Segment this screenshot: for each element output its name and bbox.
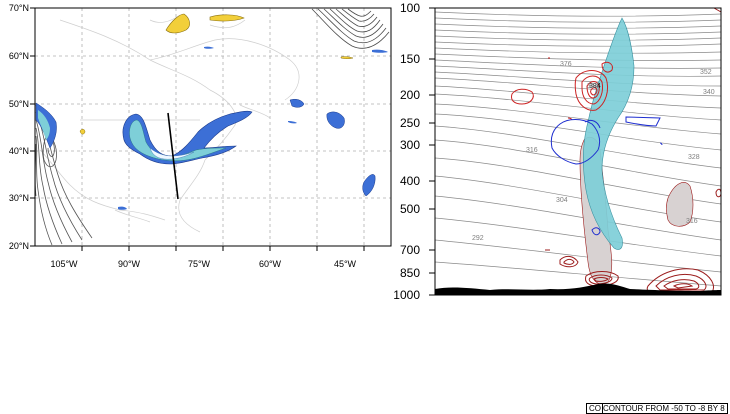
pv-small-3: [288, 121, 297, 124]
lon-label: 90°W: [118, 259, 141, 269]
isentrope-label: 316: [686, 218, 698, 225]
pv-streamer-inner: [129, 119, 227, 161]
yellow-feature-2: [209, 14, 245, 22]
lon-label: 75°W: [188, 259, 211, 269]
cross-section-panel: 384 376 364: [393, 1, 722, 302]
isentrope-label: 364: [587, 83, 599, 90]
pv-streamer-main: [122, 110, 253, 165]
isentropes: [434, 11, 722, 287]
lat-label: 20°N: [9, 241, 29, 251]
pressure-label: 500: [400, 202, 420, 216]
map-yellow-features: [79, 13, 354, 135]
isentrope-label: 328: [688, 154, 700, 161]
contour-info-prefix: CO: [589, 404, 603, 413]
red-contour-label: 384: [589, 83, 601, 90]
pv-west-coast-inner: [38, 110, 50, 140]
pressure-label: 250: [400, 116, 420, 130]
blue-contours: [550, 116, 663, 236]
gray-region-2: [666, 182, 694, 227]
lat-label: 70°N: [9, 3, 29, 13]
lon-label: 45°W: [334, 259, 357, 269]
lon-label: 105°W: [50, 259, 78, 269]
isentrope-label: 316: [526, 147, 538, 154]
lat-label: 30°N: [9, 193, 29, 203]
yellow-feature-1: [165, 13, 190, 34]
yellow-feature-4: [79, 128, 86, 135]
pressure-label: 150: [400, 52, 420, 66]
lon-labels: 105°W 90°W 75°W 60°W 45°W: [50, 259, 356, 269]
pv-small-2: [118, 206, 127, 210]
teal-pv-tongue: [582, 17, 635, 250]
contour-info-text: CONTOUR FROM -50 TO -8 BY 8: [603, 404, 725, 413]
pressure-label: 100: [400, 1, 420, 15]
map-panel: 70°N 60°N 50°N 40°N 30°N 20°N 105°W 90°W…: [9, 3, 392, 269]
pressure-label: 700: [400, 243, 420, 257]
pressure-label: 300: [400, 138, 420, 152]
pressure-label: 200: [400, 88, 420, 102]
isentrope-label: 292: [472, 235, 484, 242]
map-pv-features: [35, 46, 388, 210]
contour-info-label: CO CONTOUR FROM -50 TO -8 BY 8: [586, 403, 728, 414]
lon-label: 60°W: [259, 259, 282, 269]
lat-label: 60°N: [9, 51, 29, 61]
pv-streamer-core: [149, 147, 195, 160]
pressure-labels: 100 150 200 250 300 400 500 700 850 1000: [393, 1, 420, 302]
map-ticks: [30, 7, 365, 251]
map-frame: [34, 7, 392, 247]
terrain-fill: [435, 283, 721, 295]
pressure-label: 1000: [393, 288, 420, 302]
pressure-label: 400: [400, 174, 420, 188]
yellow-feature-3: [340, 56, 354, 59]
isentrope-label: 376: [560, 61, 572, 68]
pv-atlantic-1: [289, 98, 305, 108]
pressure-ticks: [429, 7, 435, 296]
lat-label: 40°N: [9, 146, 29, 156]
isentrope-label: 340: [703, 89, 715, 96]
cross-section-line: [167, 112, 179, 200]
greenland-contours: [311, 8, 390, 49]
lat-labels: 70°N 60°N 50°N 40°N 30°N 20°N: [9, 3, 29, 251]
isentrope-label: 304: [556, 197, 568, 204]
pv-atlantic-3: [362, 174, 376, 197]
lat-label: 50°N: [9, 99, 29, 109]
pv-atlantic-4: [372, 49, 388, 53]
isentrope-label: 352: [700, 69, 712, 76]
map-gridlines: [35, 8, 391, 246]
red-contours: [511, 57, 613, 121]
cross-section-frame: [434, 7, 722, 296]
isentrope-labels: 376 364 352 340 328 316 316 304 292: [472, 61, 715, 242]
pv-atlantic-2: [326, 111, 345, 129]
pv-small-1: [204, 46, 214, 49]
pressure-label: 850: [400, 266, 420, 280]
